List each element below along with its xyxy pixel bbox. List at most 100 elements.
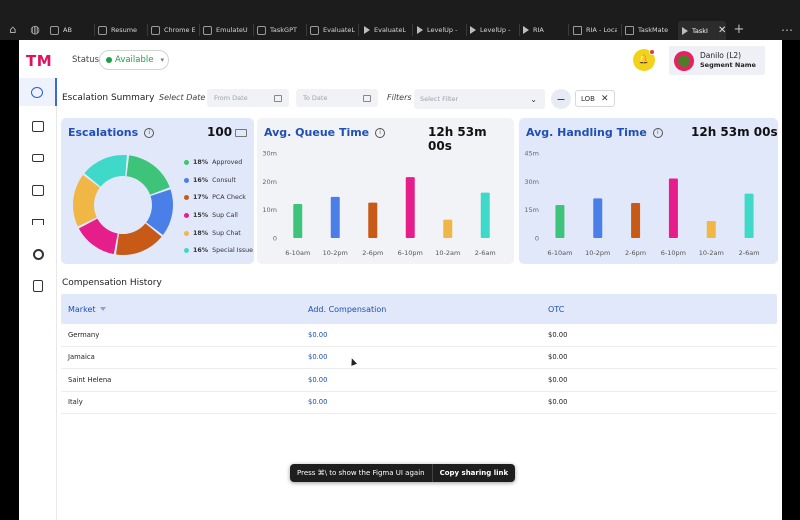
bar[interactable]: [443, 219, 453, 238]
browser-tab[interactable]: RIA - Loca: [573, 21, 617, 39]
bar[interactable]: [555, 204, 565, 238]
copy-sharing-link-button[interactable]: Copy sharing link: [439, 469, 509, 477]
x-tick-label: 10-2pm: [585, 249, 610, 257]
user-profile[interactable]: Danilo (L2) Segment Name: [669, 46, 765, 75]
browser-tab[interactable]: EvaluateL: [364, 21, 410, 39]
sidebar-item-tickets[interactable]: [19, 144, 57, 172]
play-icon: [417, 26, 423, 34]
toast-message: Press ⌘\ to show the Figma UI again: [297, 469, 425, 477]
legend-dot-icon: [184, 195, 189, 201]
tab-favicon-icon: [310, 25, 319, 35]
home-icon[interactable]: ⌂: [9, 23, 17, 36]
filter-chip-lob: LOB ✕: [575, 90, 615, 107]
browser-tab[interactable]: TaskMate: [625, 21, 669, 39]
browser-tab[interactable]: LevelUp -: [470, 21, 516, 39]
bar[interactable]: [480, 192, 490, 238]
info-icon[interactable]: i: [375, 127, 386, 138]
escalations-title: Escalations: [68, 126, 139, 139]
bar[interactable]: [668, 178, 678, 239]
bar[interactable]: [593, 198, 603, 238]
y-tick-label: 20m: [262, 178, 277, 186]
user-segment: Segment Name: [700, 61, 756, 69]
compensation-table: Market Add. Compensation OTC Germany $0.…: [61, 294, 777, 414]
bar-chart-icon: [33, 280, 43, 292]
bar[interactable]: [293, 204, 303, 238]
escalations-card: Escalations i 100 18% Approved 16% Consult 1…: [61, 118, 254, 264]
more-icon[interactable]: ⋯: [781, 23, 793, 37]
legend-label: Approved: [212, 159, 243, 167]
browser-tab[interactable]: RIA: [523, 21, 561, 39]
add-compensation-link[interactable]: $0.00: [308, 330, 328, 339]
y-tick-label: 30m: [262, 150, 277, 158]
legend-percent: 16%: [193, 176, 209, 184]
x-tick-label: 6-10pm: [398, 249, 423, 257]
browser-tab[interactable]: AB: [50, 21, 90, 39]
play-icon: [470, 26, 476, 34]
legend-label: Special Issue: [212, 247, 254, 255]
table-row: Saint Helena $0.00 $0.00: [61, 369, 777, 392]
globe-icon[interactable]: ◍: [30, 23, 40, 36]
to-date-input[interactable]: To Date: [296, 89, 378, 107]
legend-label: PCA Check: [212, 194, 246, 202]
browser-tab-active[interactable]: TaskI ✕: [678, 21, 726, 40]
bell-icon: 🔔: [638, 55, 650, 65]
tab-favicon-icon: [203, 25, 212, 35]
avatar: [674, 50, 694, 71]
bar[interactable]: [368, 202, 378, 238]
market-cell: Italy: [68, 398, 83, 407]
legend-dot-icon: [184, 177, 189, 183]
add-compensation-link[interactable]: $0.00: [308, 353, 328, 362]
donut-slice-sup-chat[interactable]: [72, 175, 100, 227]
x-tick-label: 2-6pm: [625, 249, 646, 257]
donut-slice-pca-check[interactable]: [116, 223, 162, 255]
browser-tab[interactable]: LevelUp -: [417, 21, 463, 39]
sidebar-item-settings[interactable]: [19, 240, 57, 268]
bar[interactable]: [330, 196, 340, 238]
queue-time-bar-chart: 0 10m 20m 30m 6-10am 10-2pm 2-6pm 6-10pm 10-2am 2…: [262, 150, 495, 258]
bar[interactable]: [405, 177, 415, 238]
browser-tab-bar: ⌂ ◍ AB Resume Chrome E EmulateU TaskGPT …: [0, 0, 800, 40]
sidebar-item-hierarchy[interactable]: [19, 208, 57, 236]
filter-select[interactable]: Select Filter ⌄: [414, 89, 545, 109]
browser-tab[interactable]: Chrome E: [151, 21, 195, 39]
info-icon[interactable]: i: [652, 127, 663, 138]
status-dot-icon: [106, 57, 112, 63]
donut-slice-approved[interactable]: [126, 155, 170, 195]
y-tick-label: 45m: [524, 150, 539, 158]
bar[interactable]: [744, 193, 754, 238]
checklist-icon: [32, 184, 44, 196]
close-icon[interactable]: ✕: [600, 93, 609, 104]
x-tick-label: 6-10am: [285, 249, 310, 257]
bar[interactable]: [631, 203, 641, 238]
donut-slice-special-issue[interactable]: [84, 155, 127, 187]
browser-tab[interactable]: EvaluateL: [310, 21, 356, 39]
browser-tab[interactable]: TaskGPT: [257, 21, 307, 39]
legend-percent: 18%: [193, 229, 209, 237]
bar[interactable]: [706, 221, 716, 238]
notification-button[interactable]: 🔔: [633, 49, 655, 71]
column-header-add-compensation: Add. Compensation: [308, 304, 387, 314]
from-date-input[interactable]: From Date: [207, 89, 289, 107]
donut-slice-consult[interactable]: [146, 189, 173, 235]
add-compensation-link[interactable]: $0.00: [308, 398, 328, 407]
minus-icon: −: [556, 92, 566, 106]
browser-tab[interactable]: Resume: [98, 21, 144, 39]
remove-filter-button[interactable]: −: [551, 89, 571, 109]
donut-slice-sup-call[interactable]: [78, 218, 118, 255]
new-tab-icon[interactable]: +: [733, 22, 745, 37]
sort-icon[interactable]: [99, 307, 106, 311]
sidebar-item-dashboard[interactable]: [19, 78, 57, 106]
legend-item: 18% Approved: [184, 154, 253, 172]
sidebar-item-analytics[interactable]: [19, 272, 57, 300]
tab-favicon-icon: [151, 25, 160, 35]
x-tick-label: 2-6pm: [362, 249, 383, 257]
add-compensation-link[interactable]: $0.00: [308, 375, 328, 384]
sidebar-item-monitor[interactable]: [19, 112, 57, 140]
browser-tab[interactable]: EmulateU: [203, 21, 251, 39]
close-icon[interactable]: ✕: [717, 25, 726, 36]
info-icon[interactable]: i: [144, 127, 155, 138]
status-dropdown[interactable]: Available ▾: [99, 50, 169, 70]
legend-dot-icon: [184, 213, 189, 219]
sidebar-item-reports[interactable]: [19, 176, 57, 204]
table-header: Market Add. Compensation OTC: [61, 294, 777, 324]
